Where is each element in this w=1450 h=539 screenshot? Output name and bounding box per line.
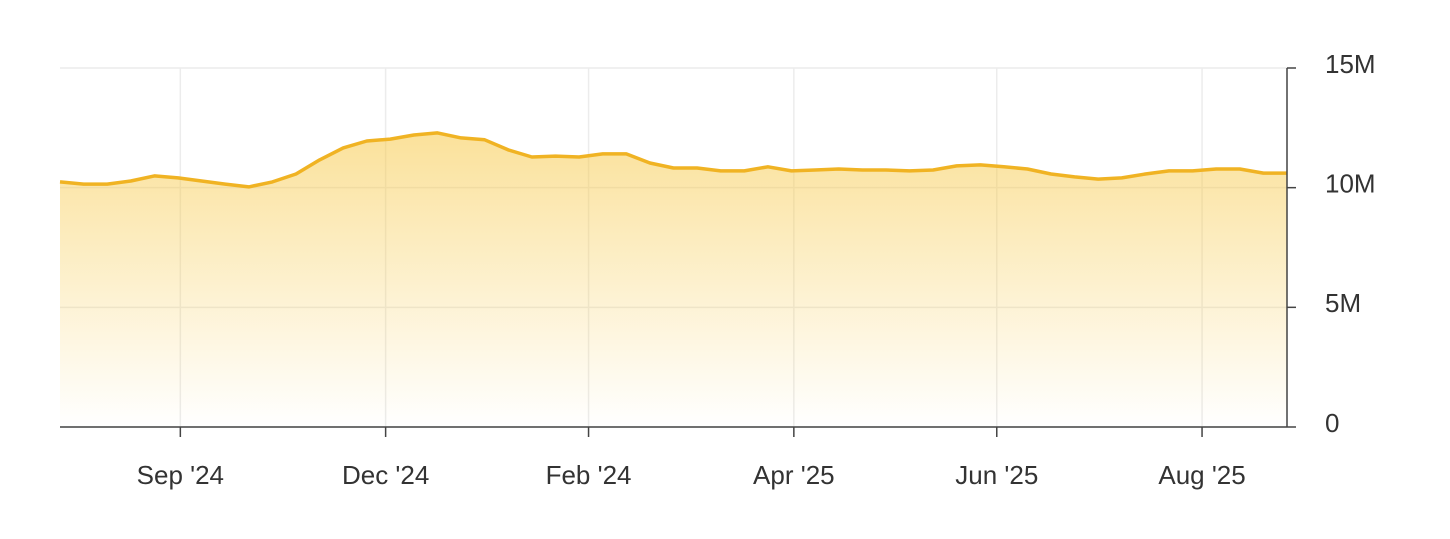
x-tick-label: Jun '25: [955, 460, 1038, 490]
y-tick-label: 15M: [1325, 49, 1376, 79]
x-tick-label: Sep '24: [137, 460, 224, 490]
y-tick-label: 0: [1325, 408, 1339, 438]
x-tick-label: Apr '25: [753, 460, 835, 490]
area: [60, 132, 1287, 427]
x-tick-label: Dec '24: [342, 460, 429, 490]
line: [59, 131, 1287, 189]
y-tick-label: 10M: [1325, 169, 1376, 199]
x-tick-label: Aug '25: [1158, 460, 1245, 490]
x-tick-label: Feb '24: [546, 460, 632, 490]
y-tick-label: 5M: [1325, 288, 1361, 318]
